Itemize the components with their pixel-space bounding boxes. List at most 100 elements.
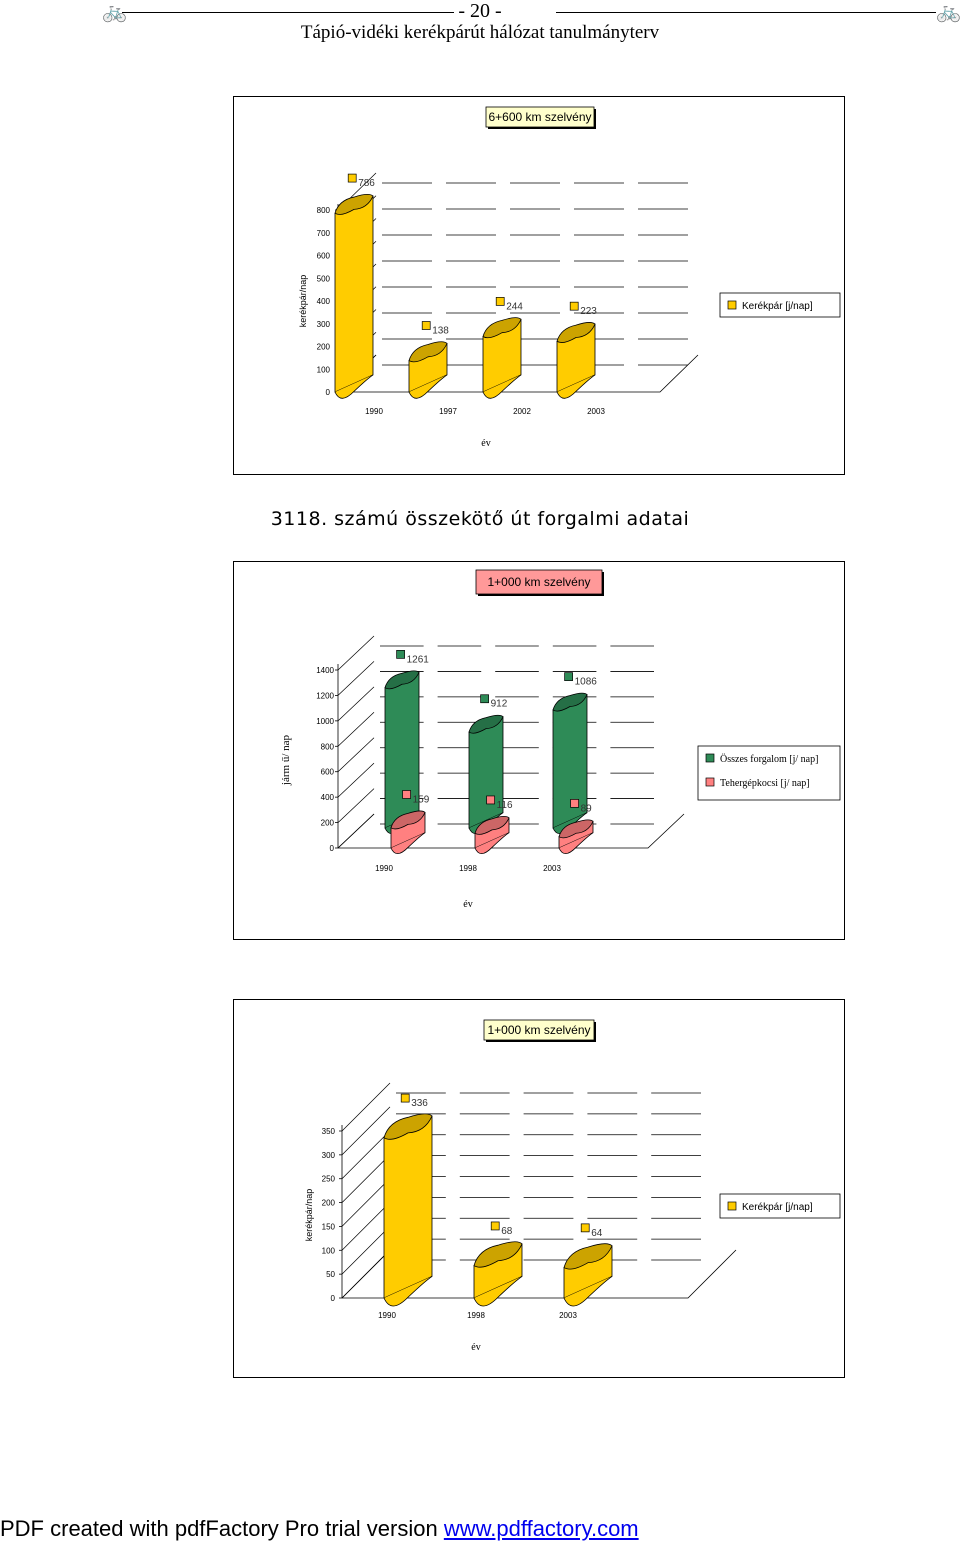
y-tick-label: 1000 xyxy=(316,717,334,726)
wall-line xyxy=(341,1225,391,1275)
y-tick-label: 350 xyxy=(322,1127,336,1136)
chart-title: 1+000 km szelvény xyxy=(487,1023,590,1037)
x-tick-label: 2003 xyxy=(587,407,605,416)
data-label: 159 xyxy=(413,794,430,805)
legend-label: Tehergépkocsi [j/ nap] xyxy=(720,778,810,789)
legend-swatch xyxy=(727,1201,737,1211)
header-rule-left xyxy=(122,12,498,13)
x-tick-label: 2003 xyxy=(543,864,561,873)
bar-top xyxy=(383,1113,433,1140)
pdffactory-link[interactable]: www.pdffactory.com xyxy=(443,1516,639,1541)
chart-1000-bike: 350 300 250 200 150 100 50 0 1990 1998 2003 336 68 64… xyxy=(233,999,845,1378)
y-tick-label: 400 xyxy=(317,297,331,306)
y-tick-label: 0 xyxy=(330,844,335,853)
y-tick-label: 250 xyxy=(322,1175,336,1184)
data-label: 138 xyxy=(432,326,449,337)
bar-top xyxy=(556,322,596,343)
x-axis-label: év xyxy=(463,899,472,910)
bar xyxy=(383,1115,433,1299)
bar-top xyxy=(390,810,426,830)
bar xyxy=(334,195,374,393)
document-title: Tápió-vidéki kerékpárút hálózat tanulmán… xyxy=(300,22,660,43)
data-label-marker xyxy=(421,321,431,330)
header-rule-right xyxy=(556,12,936,13)
bar-base xyxy=(390,832,426,855)
y-tick-label: 200 xyxy=(321,819,335,828)
data-label-marker xyxy=(480,694,489,704)
data-label-marker xyxy=(495,297,505,306)
title-box xyxy=(475,569,603,595)
wall-line xyxy=(337,635,375,671)
data-label-marker xyxy=(570,799,579,808)
bar-top xyxy=(408,341,448,363)
wall-line xyxy=(341,1082,391,1132)
wall-line xyxy=(337,762,375,798)
wall-line xyxy=(337,737,375,772)
x-tick-label: 1997 xyxy=(439,407,457,416)
bar-top xyxy=(552,692,588,712)
floor-edge xyxy=(337,813,375,849)
data-label: 1086 xyxy=(575,677,598,688)
bar-top xyxy=(474,816,510,835)
legend-label: Kerékpár [j/nap] xyxy=(742,301,813,312)
wall-line xyxy=(337,686,375,722)
y-tick-label: 600 xyxy=(317,252,331,261)
footer-text: PDF created with pdfFactory Pro trial ve… xyxy=(0,1516,444,1541)
chart-1000-bike-svg: 350 300 250 200 150 100 50 0 1990 1998 2003 336 68 64… xyxy=(304,1019,841,1353)
section-title: 3118. számú összekötő út forgalmi adatai xyxy=(270,508,690,530)
y-axis-label: járm ű/ nap xyxy=(280,734,292,786)
legend-label: Összes forgalom [j/ nap] xyxy=(720,753,818,765)
bar-top xyxy=(473,1241,523,1268)
x-tick-label: 1990 xyxy=(365,407,383,416)
data-label: 89 xyxy=(581,803,593,814)
wall-line xyxy=(337,788,375,823)
x-tick-label: 2003 xyxy=(559,1311,577,1320)
legend-swatch xyxy=(705,777,715,787)
y-tick-label: 700 xyxy=(317,229,331,238)
wall-line xyxy=(341,1130,391,1179)
x-tick-label: 2002 xyxy=(513,407,531,416)
data-label: 912 xyxy=(491,699,508,710)
data-label-marker xyxy=(396,650,405,659)
y-tick-label: 200 xyxy=(317,343,331,352)
chart-6600-svg: 800 700 600 500 400 300 200 100 0 1990 1997 2002 200… xyxy=(298,106,841,449)
data-label-marker xyxy=(569,301,579,311)
data-label: 68 xyxy=(501,1226,513,1237)
x-tick-label: 1998 xyxy=(467,1311,485,1320)
bicycle-icon: 🚲 xyxy=(936,0,960,23)
page-number: - 20 - xyxy=(0,0,960,22)
bar-base xyxy=(383,1276,433,1307)
data-label: 336 xyxy=(411,1098,428,1109)
floor-edge xyxy=(338,813,685,849)
data-label-marker xyxy=(347,173,357,183)
floor-edge xyxy=(342,1249,737,1299)
wall-line xyxy=(341,1154,391,1203)
bar-base xyxy=(556,374,596,399)
chart-1000-total-svg: 1400 1200 1000 800 600 400 200 0 1990 1998 2003 126… xyxy=(280,569,841,910)
data-label-marker xyxy=(580,1223,590,1233)
bar-base xyxy=(474,832,510,855)
y-axis-label: kerékpár/nap xyxy=(298,275,308,328)
data-label: 244 xyxy=(506,301,523,312)
data-label: 1261 xyxy=(407,654,430,665)
wall-line xyxy=(341,1202,391,1251)
bar-base xyxy=(334,374,374,399)
legend-box xyxy=(719,1193,841,1219)
chart-1000-total: 1400 1200 1000 800 600 400 200 0 1990 1998 2003 126… xyxy=(233,561,845,940)
bar-top xyxy=(482,317,522,339)
y-tick-label: 800 xyxy=(317,206,331,215)
floor-edge xyxy=(341,1249,391,1299)
bar-base xyxy=(482,374,522,399)
y-tick-label: 600 xyxy=(321,768,335,777)
x-tick-label: 1998 xyxy=(459,864,477,873)
data-label: 786 xyxy=(358,178,375,189)
chart-title: 1+000 km szelvény xyxy=(487,575,590,589)
legend-label: Kerékpár [j/nap] xyxy=(742,1202,813,1213)
chart-title: 6+600 km szelvény xyxy=(488,110,591,124)
data-label: 64 xyxy=(591,1228,603,1239)
y-tick-label: 1200 xyxy=(316,691,334,700)
x-axis-label: év xyxy=(481,438,490,449)
bar-top xyxy=(558,819,594,839)
data-label-marker xyxy=(402,790,411,799)
bar-top xyxy=(563,1243,613,1270)
